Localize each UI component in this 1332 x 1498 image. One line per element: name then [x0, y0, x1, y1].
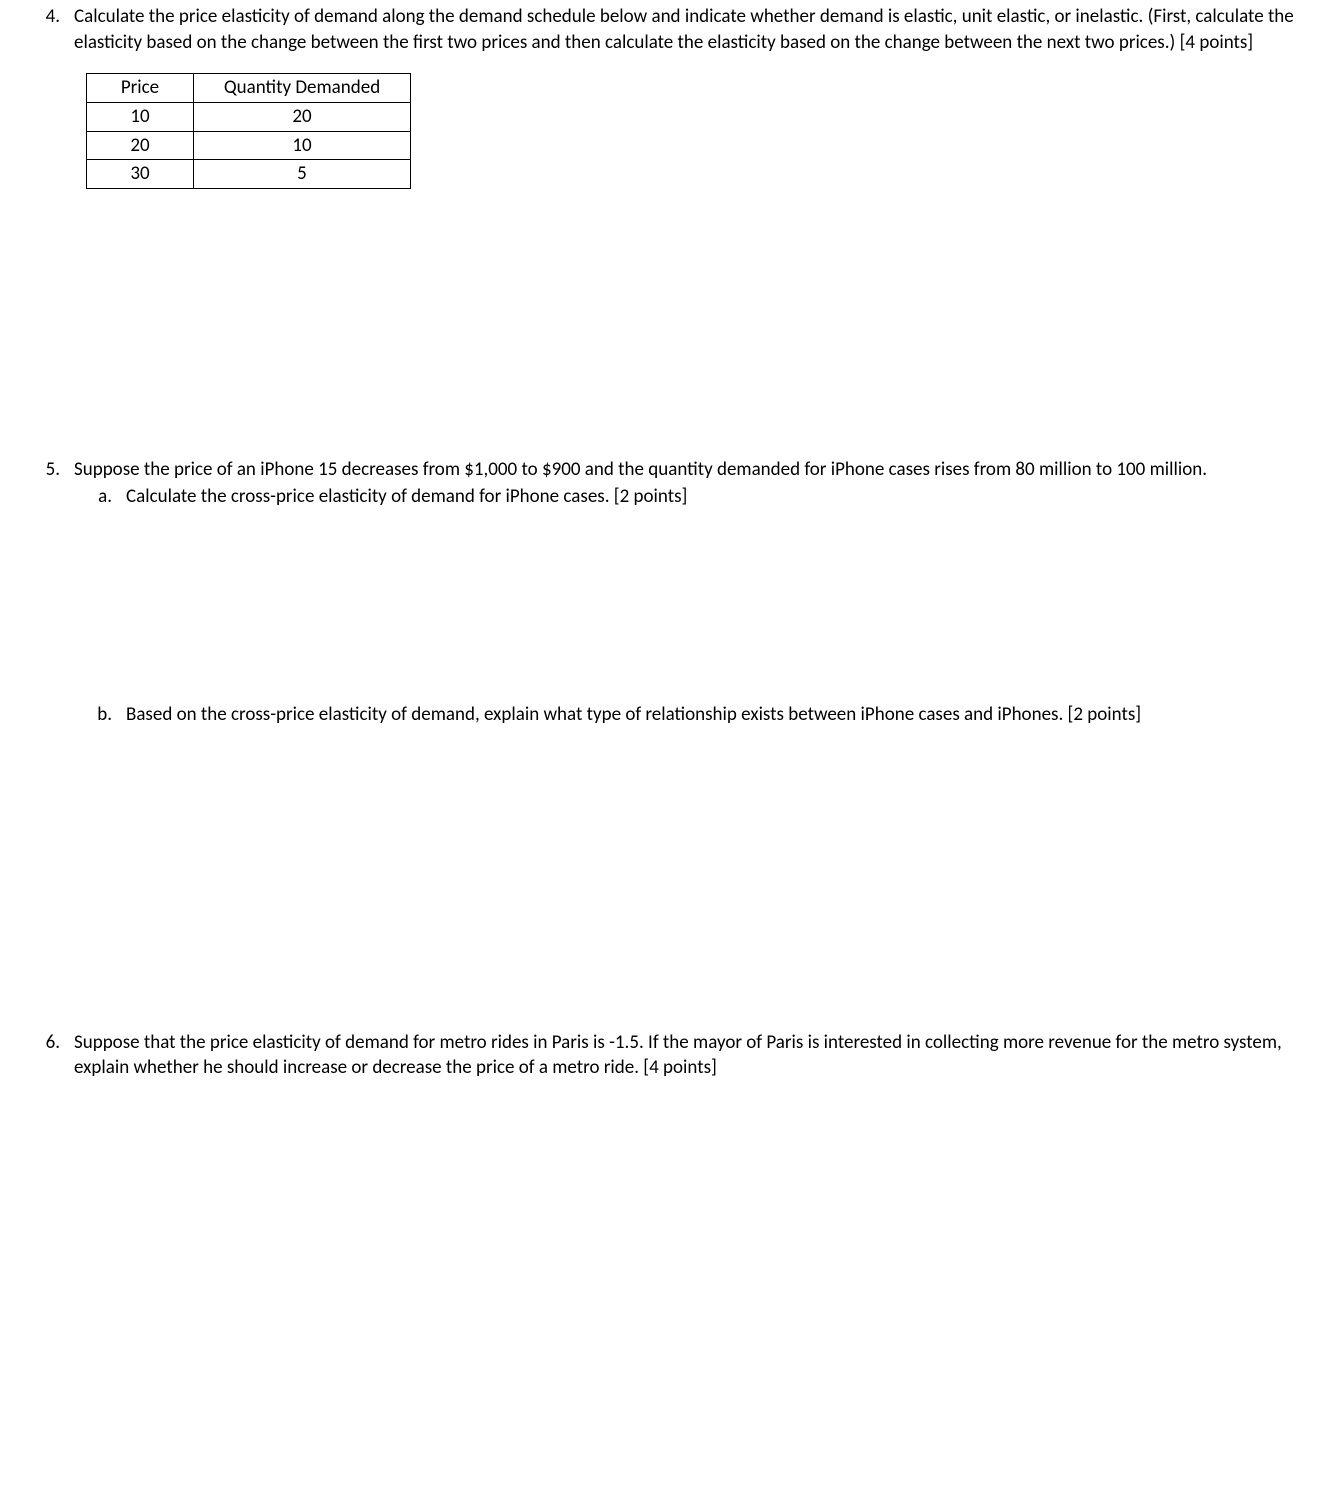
question-5: 5. Suppose the price of an iPhone 15 dec… [18, 457, 1314, 728]
page: 4. Calculate the price elasticity of dem… [0, 0, 1332, 1498]
question-5b-text: Based on the cross-price elasticity of d… [126, 702, 1314, 728]
cell-qty: 5 [194, 160, 411, 189]
question-5b-number: b. [74, 702, 126, 728]
question-4-body: Calculate the price elasticity of demand… [74, 4, 1314, 189]
question-5-body: Suppose the price of an iPhone 15 decrea… [74, 457, 1314, 728]
cell-price: 10 [87, 102, 194, 131]
table-header-row: Price Quantity Demanded [87, 74, 411, 103]
table-header-price: Price [87, 74, 194, 103]
question-5-number: 5. [18, 457, 74, 483]
question-5a: a. Calculate the cross-price elasticity … [74, 484, 1314, 510]
table-row: 20 10 [87, 131, 411, 160]
question-6-text: Suppose that the price elasticity of dem… [74, 1030, 1314, 1081]
cell-qty: 20 [194, 102, 411, 131]
table-header-qty: Quantity Demanded [194, 74, 411, 103]
demand-table: Price Quantity Demanded 10 20 20 10 30 5 [86, 73, 411, 189]
cell-price: 20 [87, 131, 194, 160]
question-5a-text: Calculate the cross-price elasticity of … [126, 484, 1314, 510]
table-row: 10 20 [87, 102, 411, 131]
question-6-number: 6. [18, 1030, 74, 1056]
question-4-text: Calculate the price elasticity of demand… [74, 4, 1314, 55]
cell-qty: 10 [194, 131, 411, 160]
question-6: 6. Suppose that the price elasticity of … [18, 1030, 1314, 1081]
table-row: 30 5 [87, 160, 411, 189]
cell-price: 30 [87, 160, 194, 189]
question-4: 4. Calculate the price elasticity of dem… [18, 4, 1314, 189]
question-5-text: Suppose the price of an iPhone 15 decrea… [74, 457, 1314, 483]
question-4-number: 4. [18, 4, 74, 30]
question-5b: b. Based on the cross-price elasticity o… [74, 702, 1314, 728]
question-5a-number: a. [74, 484, 126, 510]
